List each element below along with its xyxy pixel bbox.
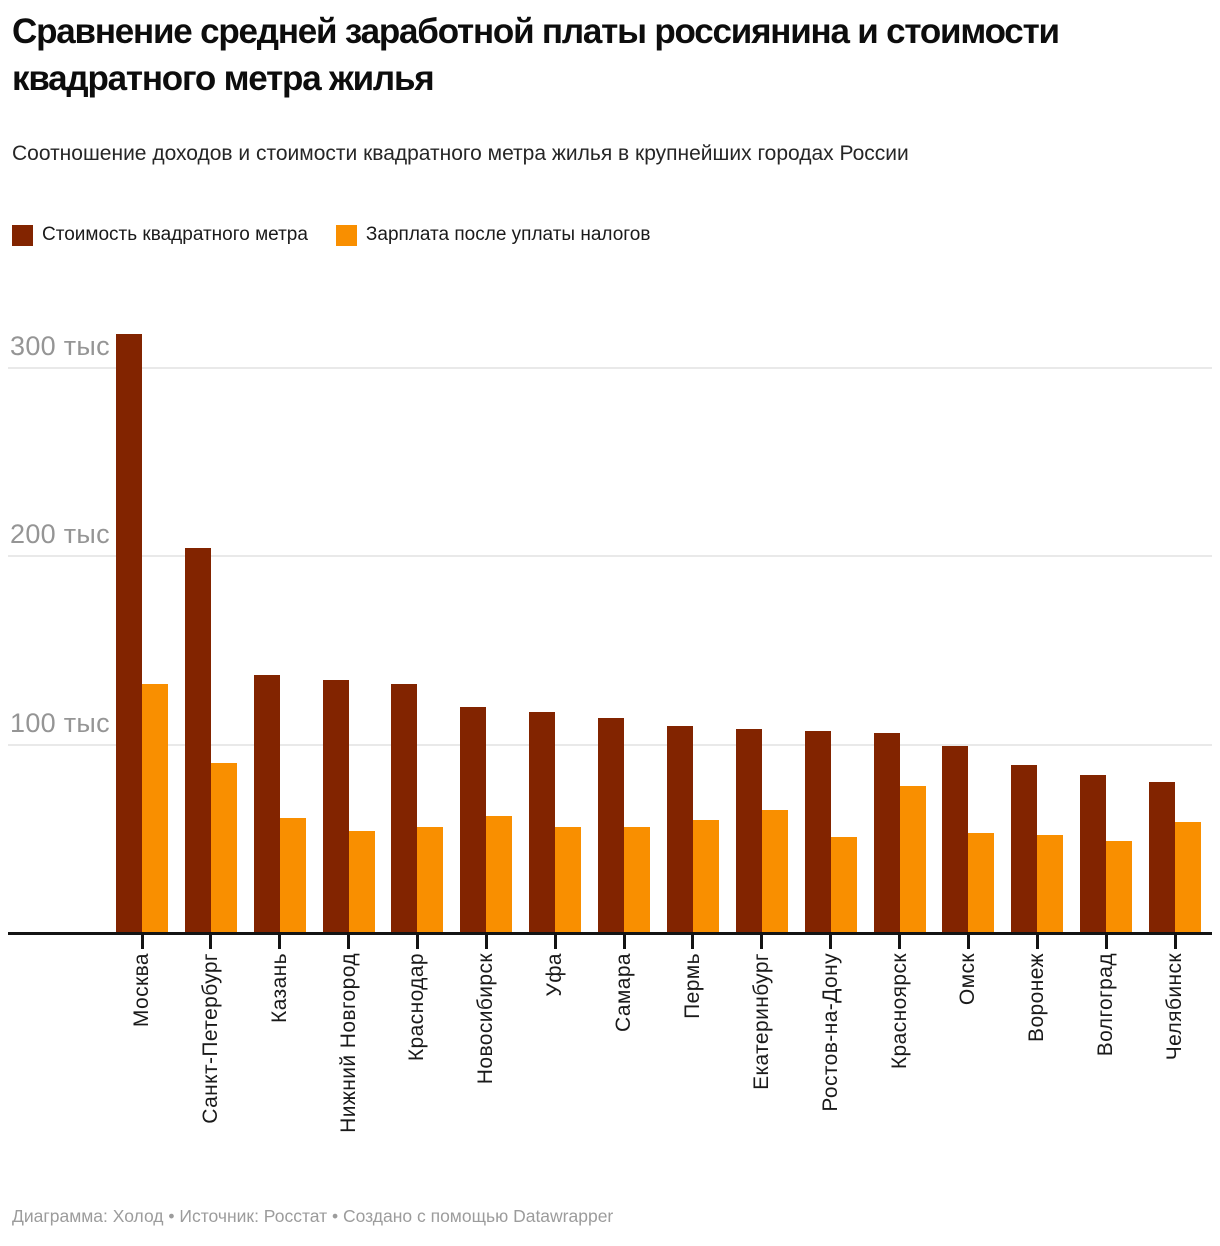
x-axis-tick bbox=[760, 935, 764, 949]
bar-salary-6 bbox=[555, 827, 582, 933]
bar-salary-11 bbox=[899, 785, 926, 933]
x-axis-line bbox=[8, 932, 1212, 935]
bar-salary-2 bbox=[279, 818, 306, 933]
chart-footer: Диаграмма: Холод • Источник: Росстат • С… bbox=[12, 1206, 614, 1226]
bar-sqm-price-1 bbox=[184, 548, 211, 933]
bar-sqm-price-9 bbox=[735, 729, 762, 933]
bar-salary-10 bbox=[830, 836, 857, 933]
x-axis-tick bbox=[691, 935, 695, 949]
x-axis-tick bbox=[484, 935, 488, 949]
x-axis-tick bbox=[1035, 935, 1039, 949]
x-axis-label-7: Самара bbox=[612, 953, 636, 1032]
bar-salary-4 bbox=[417, 827, 444, 933]
x-axis-tick bbox=[209, 935, 213, 949]
x-axis-label-5: Новосибирск bbox=[474, 953, 498, 1085]
y-axis-tick-label: 100 тыс bbox=[10, 707, 110, 738]
x-axis-label-11: Красноярск bbox=[887, 953, 911, 1070]
y-axis-tick-label: 300 тыс bbox=[10, 330, 110, 361]
x-axis-label-3: Нижний Новгород bbox=[336, 953, 360, 1133]
bar-sqm-price-11 bbox=[873, 733, 900, 933]
x-axis-tick bbox=[1104, 935, 1108, 949]
bar-sqm-price-2 bbox=[253, 674, 280, 933]
x-axis-tick bbox=[347, 935, 351, 949]
x-axis-label-14: Волгоград bbox=[1094, 953, 1118, 1057]
bar-salary-1 bbox=[210, 763, 237, 933]
bar-salary-9 bbox=[761, 810, 788, 933]
y-axis-tick-label: 200 тыс bbox=[10, 519, 110, 549]
x-axis-label-8: Пермь bbox=[680, 953, 704, 1019]
bar-sqm-price-5 bbox=[460, 706, 487, 933]
bar-salary-12 bbox=[968, 833, 995, 933]
x-axis-tick bbox=[966, 935, 970, 949]
x-axis-tick bbox=[1173, 935, 1177, 949]
bar-sqm-price-7 bbox=[598, 718, 625, 933]
bar-salary-13 bbox=[1037, 834, 1064, 933]
bar-salary-14 bbox=[1106, 840, 1133, 933]
bar-sqm-price-6 bbox=[529, 712, 556, 933]
x-axis-tick bbox=[829, 935, 833, 949]
x-axis-label-0: Москва bbox=[130, 953, 153, 1028]
gridline bbox=[8, 366, 1212, 369]
legend-label: Зарплата после уплаты налогов bbox=[365, 224, 651, 245]
x-axis-label-12: Омск bbox=[956, 953, 980, 1006]
x-axis-tick bbox=[553, 935, 557, 949]
x-axis-tick bbox=[415, 935, 419, 949]
legend-item-0: Стоимость квадратного метра bbox=[12, 224, 308, 246]
bar-salary-15 bbox=[1175, 821, 1202, 933]
x-axis-tick bbox=[622, 935, 626, 949]
x-axis-tick bbox=[140, 935, 144, 949]
legend-label: Стоимость квадратного метра bbox=[42, 224, 308, 245]
x-axis-label-1: Санкт-Петербург bbox=[198, 953, 222, 1124]
legend: Стоимость квадратного метра Зарплата посл… bbox=[12, 224, 650, 246]
bar-sqm-price-10 bbox=[804, 731, 831, 933]
bar-sqm-price-3 bbox=[322, 680, 349, 933]
bar-salary-7 bbox=[624, 827, 651, 933]
x-axis-label-4: Краснодар bbox=[405, 953, 429, 1062]
legend-item-1: Зарплата после уплаты налогов bbox=[335, 224, 651, 246]
bar-salary-0 bbox=[142, 684, 168, 933]
bar-sqm-price-4 bbox=[391, 684, 418, 933]
legend-swatch bbox=[335, 224, 357, 246]
x-axis-label-10: Ростов-на-Дону bbox=[818, 953, 842, 1112]
gridline bbox=[8, 555, 1212, 557]
chart-title: Сравнение средней заработной платы росси… bbox=[12, 12, 1060, 98]
x-axis-label-2: Казань bbox=[267, 953, 291, 1023]
x-axis-label-15: Челябинск bbox=[1163, 953, 1187, 1061]
x-axis-tick bbox=[278, 935, 282, 949]
bar-sqm-price-13 bbox=[1011, 765, 1038, 933]
chart-subtitle: Соотношение доходов и стоимости квадратн… bbox=[12, 142, 909, 165]
x-axis-label-6: Уфа bbox=[543, 953, 567, 997]
bar-salary-8 bbox=[692, 819, 719, 933]
x-axis-tick bbox=[898, 935, 902, 949]
bar-sqm-price-12 bbox=[942, 746, 969, 933]
bar-sqm-price-15 bbox=[1149, 782, 1176, 933]
x-axis-label-9: Екатеринбург bbox=[749, 953, 773, 1090]
bar-salary-3 bbox=[348, 831, 375, 933]
bar-salary-5 bbox=[486, 816, 513, 933]
bar-sqm-price-0 bbox=[116, 333, 142, 933]
legend-swatch bbox=[12, 224, 33, 246]
bar-sqm-price-14 bbox=[1080, 774, 1107, 933]
bar-sqm-price-8 bbox=[666, 725, 693, 933]
x-axis-label-13: Воронеж bbox=[1025, 953, 1049, 1042]
